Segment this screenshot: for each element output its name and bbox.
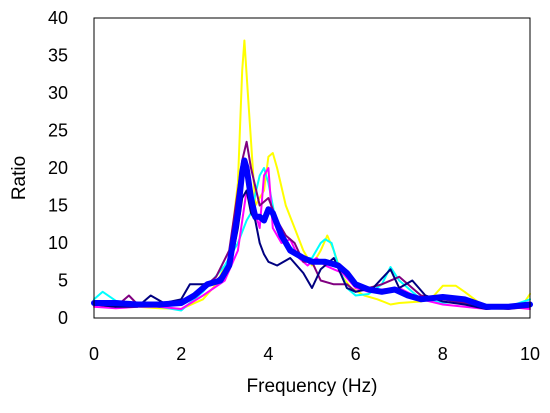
y-axis-title: Ratio [9, 156, 30, 200]
x-ticks: 0 2 4 6 8 10 [89, 344, 540, 364]
series-line-5 [93, 189, 531, 310]
series-line-1 [93, 39, 531, 310]
x-tick-label: 0 [89, 344, 99, 364]
x-axis-title: Frequency (Hz) [247, 376, 378, 397]
y-tick-label: 35 [48, 46, 68, 66]
y-tick-label: 30 [48, 83, 68, 103]
x-tick-label: 2 [176, 344, 186, 364]
x-tick-label: 8 [438, 344, 448, 364]
y-tick-label: 5 [58, 271, 68, 291]
y-tick-label: 40 [48, 8, 68, 28]
series-line-2 [93, 167, 531, 312]
y-tick-label: 15 [48, 196, 68, 216]
plot-frame [93, 17, 531, 319]
series-line-6 [91, 157, 533, 310]
x-tick-label: 4 [263, 344, 273, 364]
y-tick-label: 10 [48, 233, 68, 253]
x-tick-label: 6 [351, 344, 361, 364]
y-tick-label: 20 [48, 158, 68, 178]
y-ticks: 0 5 10 15 20 25 30 35 40 [48, 8, 68, 328]
y-tick-label: 0 [58, 308, 68, 328]
y-tick-label: 25 [48, 121, 68, 141]
series-layer [91, 39, 533, 312]
x-tick-label: 10 [520, 344, 540, 364]
series-line-4 [93, 140, 531, 310]
